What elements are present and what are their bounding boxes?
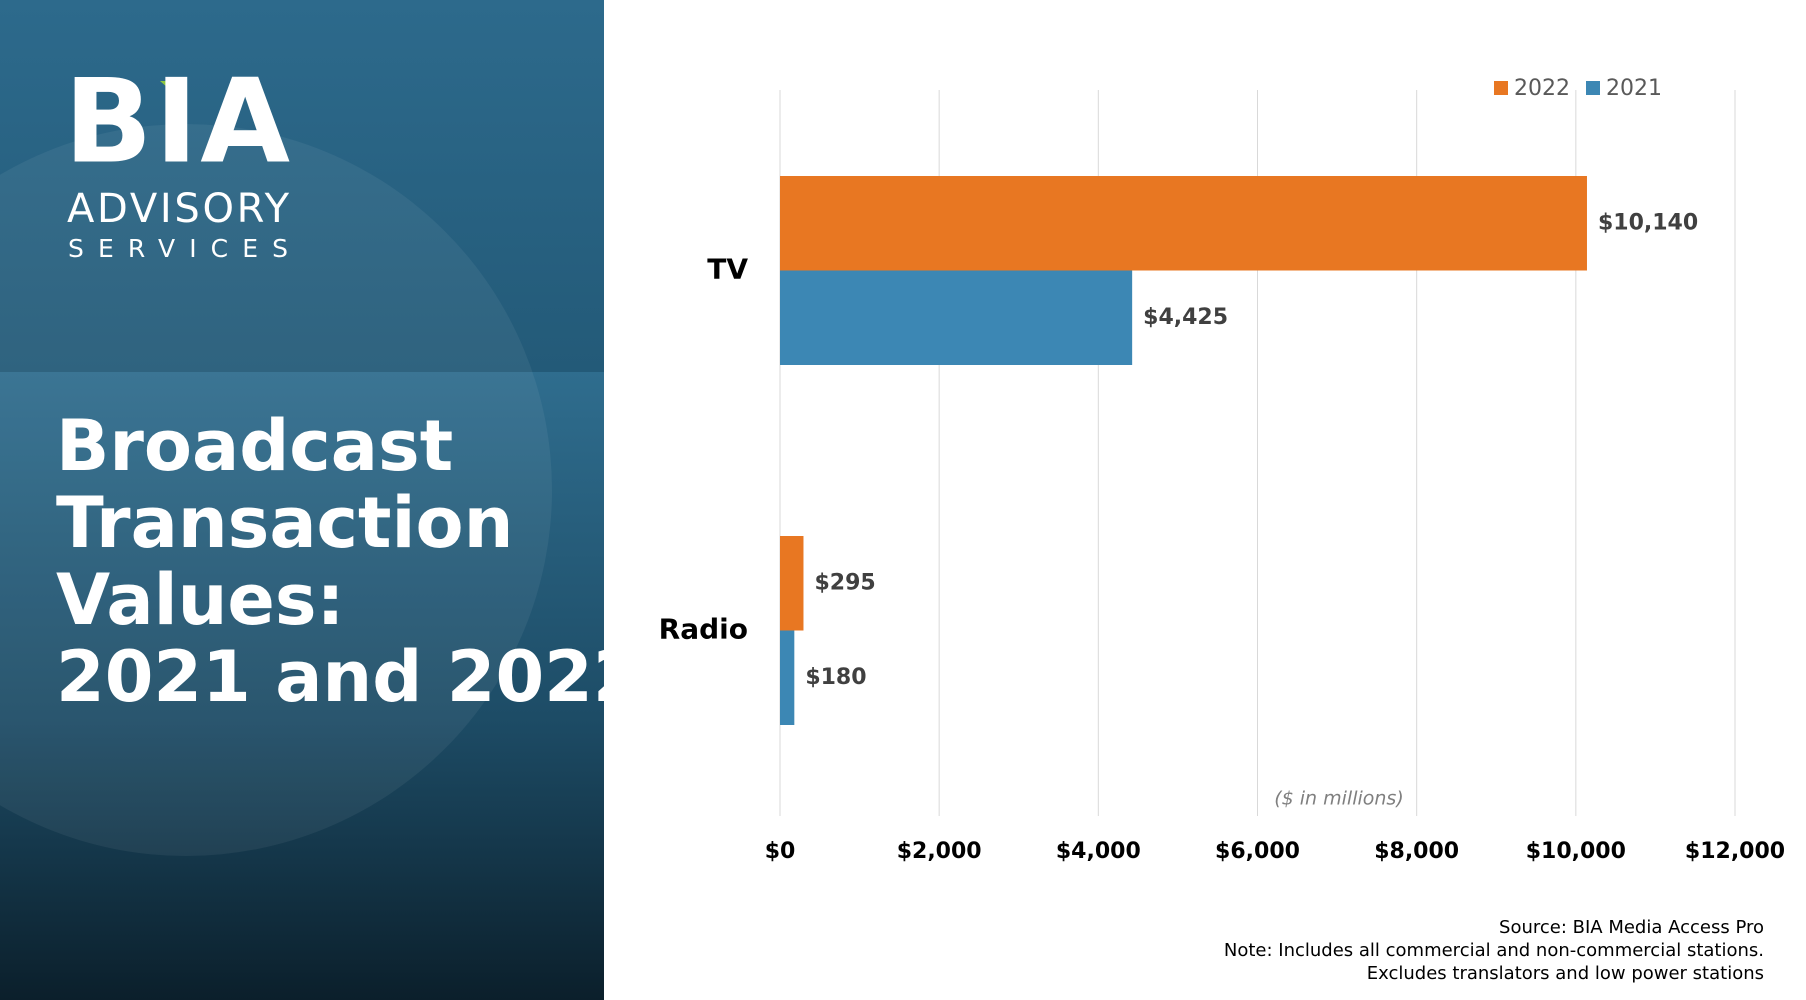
legend-swatch: [1494, 81, 1508, 95]
source-note: Excludes translators and low power stati…: [1367, 963, 1764, 984]
title-line: Transaction: [56, 482, 513, 564]
legend-label: 2022: [1514, 76, 1570, 101]
x-tick-label: $4,000: [1056, 839, 1141, 864]
x-tick-label: $12,000: [1685, 839, 1785, 864]
title-line: Values:: [56, 559, 345, 641]
category-label: Radio: [659, 613, 748, 646]
x-tick-label: $2,000: [897, 839, 982, 864]
value-label: $295: [814, 570, 875, 595]
axis-note: ($ in millions): [1274, 788, 1404, 810]
logo-line: ADVISORY: [67, 186, 290, 232]
legend-label: 2021: [1606, 76, 1662, 101]
source-note: Source: BIA Media Access Pro: [1499, 917, 1764, 938]
x-tick-label: $10,000: [1526, 839, 1626, 864]
source-note: Note: Includes all commercial and non-co…: [1224, 940, 1764, 961]
x-tick-label: $8,000: [1374, 839, 1459, 864]
legend-swatch: [1586, 81, 1600, 95]
category-label: TV: [707, 253, 748, 286]
title-line: 2021 and 2022: [56, 636, 642, 718]
bar: [780, 176, 1587, 271]
value-label: $180: [805, 665, 866, 690]
bar: [780, 270, 1133, 365]
logo-name: BIA: [64, 55, 290, 190]
title-line: Broadcast: [56, 405, 453, 487]
value-label: $10,140: [1598, 210, 1698, 235]
bar: [780, 630, 795, 725]
bar: [780, 536, 804, 631]
value-label: $4,425: [1143, 305, 1228, 330]
panel-bottom: [0, 372, 604, 1000]
x-tick-label: $0: [765, 839, 796, 864]
x-tick-label: $6,000: [1215, 839, 1300, 864]
logo-accent: [160, 81, 183, 101]
panel-top: [0, 0, 604, 372]
panel-circle: [0, 124, 552, 856]
